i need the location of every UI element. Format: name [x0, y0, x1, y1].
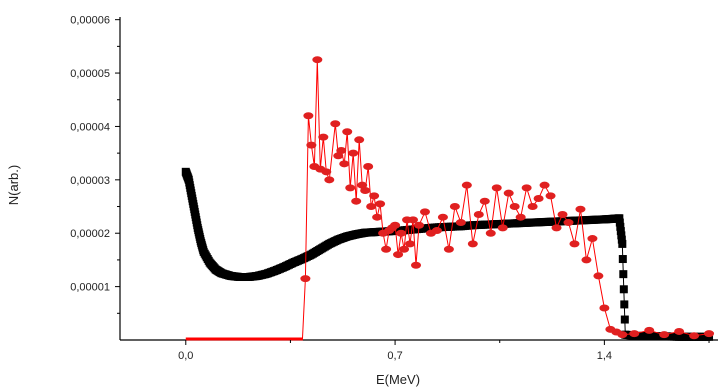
data-point-red: [521, 184, 532, 192]
data-point-red: [581, 256, 592, 264]
series-black: [181, 167, 714, 341]
data-point-red: [366, 203, 377, 211]
data-point-red: [333, 152, 344, 160]
data-point-red: [689, 332, 700, 340]
data-point-red: [345, 184, 356, 192]
data-point-red: [405, 240, 416, 248]
data-point-red: [393, 251, 404, 259]
y-tick-label: 0,00001: [70, 282, 110, 294]
data-point-red: [617, 331, 628, 339]
data-point-red: [318, 133, 329, 141]
data-point-red: [473, 211, 484, 219]
data-point-red: [369, 192, 380, 200]
data-point-red: [461, 181, 472, 189]
data-point-black: [618, 255, 627, 264]
data-point-red: [399, 245, 410, 253]
data-point-red: [659, 331, 670, 339]
data-point-red: [336, 146, 347, 154]
data-point-red: [593, 272, 604, 280]
data-point-red: [300, 275, 311, 283]
data-point-red: [357, 181, 368, 189]
data-point-black: [620, 300, 629, 309]
data-point-red: [431, 227, 442, 235]
data-point-red: [375, 200, 386, 208]
data-point-red: [569, 240, 580, 248]
data-point-red: [321, 168, 332, 176]
data-point-black: [619, 270, 628, 279]
data-point-red: [497, 224, 508, 232]
data-point-red: [575, 205, 586, 213]
data-point-red: [563, 219, 574, 227]
data-point-red: [303, 112, 314, 120]
x-tick-label: 0,7: [387, 350, 402, 362]
y-tick-label: 0,00002: [70, 228, 110, 240]
y-tick-label: 0,00005: [70, 68, 110, 80]
data-point-red: [348, 149, 359, 157]
data-point-red: [455, 219, 466, 227]
data-point-red: [629, 330, 640, 338]
data-point-red: [599, 304, 610, 312]
data-point-red: [339, 160, 350, 168]
data-point-red: [330, 120, 341, 128]
series-black-line: [185, 171, 709, 338]
data-point-red: [324, 176, 335, 184]
data-point-red: [390, 221, 401, 229]
data-point-red: [644, 326, 655, 334]
y-tick-label: 0,00006: [70, 15, 110, 27]
data-point-red: [479, 197, 490, 205]
data-point-red: [467, 240, 478, 248]
data-point-red: [312, 56, 323, 64]
y-tick-label: 0,00004: [70, 121, 110, 133]
y-axis-label: N(arb.): [6, 165, 21, 205]
data-point-red: [674, 327, 685, 335]
data-point-black: [620, 315, 629, 324]
data-point-red: [408, 216, 419, 224]
data-point-red: [485, 229, 496, 237]
data-point-black: [615, 218, 624, 227]
data-point-black: [615, 214, 624, 223]
data-point-red: [363, 162, 374, 170]
data-point-black: [617, 235, 626, 244]
data-point-red: [515, 213, 526, 221]
data-point-red: [419, 208, 430, 216]
data-point-black: [617, 231, 626, 240]
data-point-black: [616, 222, 625, 231]
tick-marks: 0,00001 0,00002 0,00003 0,00004 0,00005 0,000…: [70, 15, 710, 362]
x-tick-label: 0,0: [178, 350, 193, 362]
data-point-red: [551, 224, 562, 232]
data-point-red: [503, 189, 514, 197]
axes: [119, 17, 718, 341]
data-point-red: [360, 187, 371, 195]
data-point-black: [618, 239, 627, 248]
series-red-line: [185, 59, 710, 341]
data-point-red: [351, 197, 362, 205]
data-point-red: [533, 195, 544, 203]
data-point-red: [354, 136, 365, 144]
series-red: [185, 56, 715, 341]
y-tick-label: 0,00003: [70, 175, 110, 187]
data-point-red: [381, 245, 392, 253]
x-tick-label: 1,4: [597, 350, 612, 362]
data-point-red: [414, 221, 424, 229]
data-point-red: [527, 203, 538, 211]
data-point-red: [342, 128, 353, 136]
data-point-red: [396, 229, 407, 237]
data-point-red: [557, 211, 568, 219]
data-point-red: [443, 245, 454, 253]
data-point-red: [437, 213, 448, 221]
data-point-red: [545, 192, 556, 200]
data-point-red: [449, 203, 460, 211]
data-point-red: [411, 261, 422, 269]
data-point-red: [491, 184, 502, 192]
data-point-red: [704, 330, 715, 338]
x-axis-label: E(MeV): [376, 372, 420, 387]
data-point-red: [587, 235, 598, 243]
data-point-red: [306, 141, 317, 149]
data-point-black: [616, 227, 625, 236]
data-point-red: [539, 181, 550, 189]
data-point-red: [372, 213, 383, 221]
data-point-red: [509, 203, 520, 211]
data-point-black: [619, 285, 628, 294]
